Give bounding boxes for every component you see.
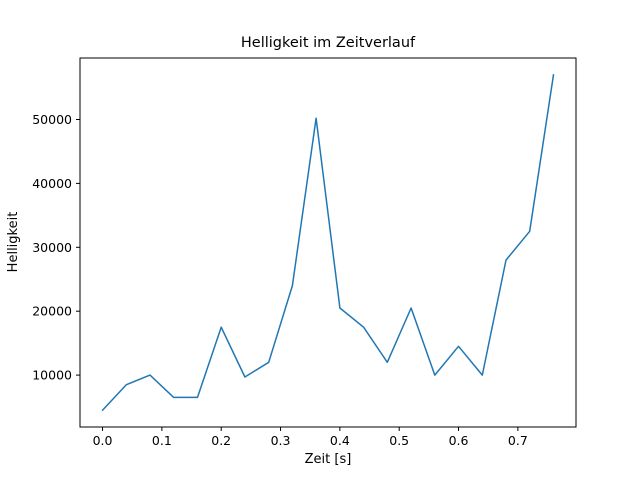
data-line xyxy=(101,74,555,411)
x-tick-label: 0.5 xyxy=(389,433,409,448)
y-tick-label: 30000 xyxy=(32,240,72,255)
y-tick-label: 20000 xyxy=(32,304,72,319)
y-tick-label: 50000 xyxy=(32,112,72,127)
x-tick-label: 0.0 xyxy=(93,433,113,448)
x-tick-label: 0.3 xyxy=(271,433,291,448)
plot-border xyxy=(79,57,577,428)
y-axis-label: Helligkeit xyxy=(6,212,21,273)
plot-area: 0.0 0.1 0.2 0.3 0.4 0.5 0.6 0.7 10000 20000 30000 4… xyxy=(32,57,577,448)
x-tick-label: 0.6 xyxy=(449,433,469,448)
x-tick-label: 0.7 xyxy=(508,433,528,448)
x-tick-label: 0.2 xyxy=(211,433,231,448)
x-axis-label: Zeit [s] xyxy=(305,452,352,467)
x-tick-label: 0.4 xyxy=(330,433,350,448)
x-tick-label: 0.1 xyxy=(152,433,172,448)
y-tick-label: 40000 xyxy=(32,176,72,191)
y-tick-label: 10000 xyxy=(32,368,72,383)
chart-title: Helligkeit im Zeitverlauf xyxy=(241,35,416,51)
